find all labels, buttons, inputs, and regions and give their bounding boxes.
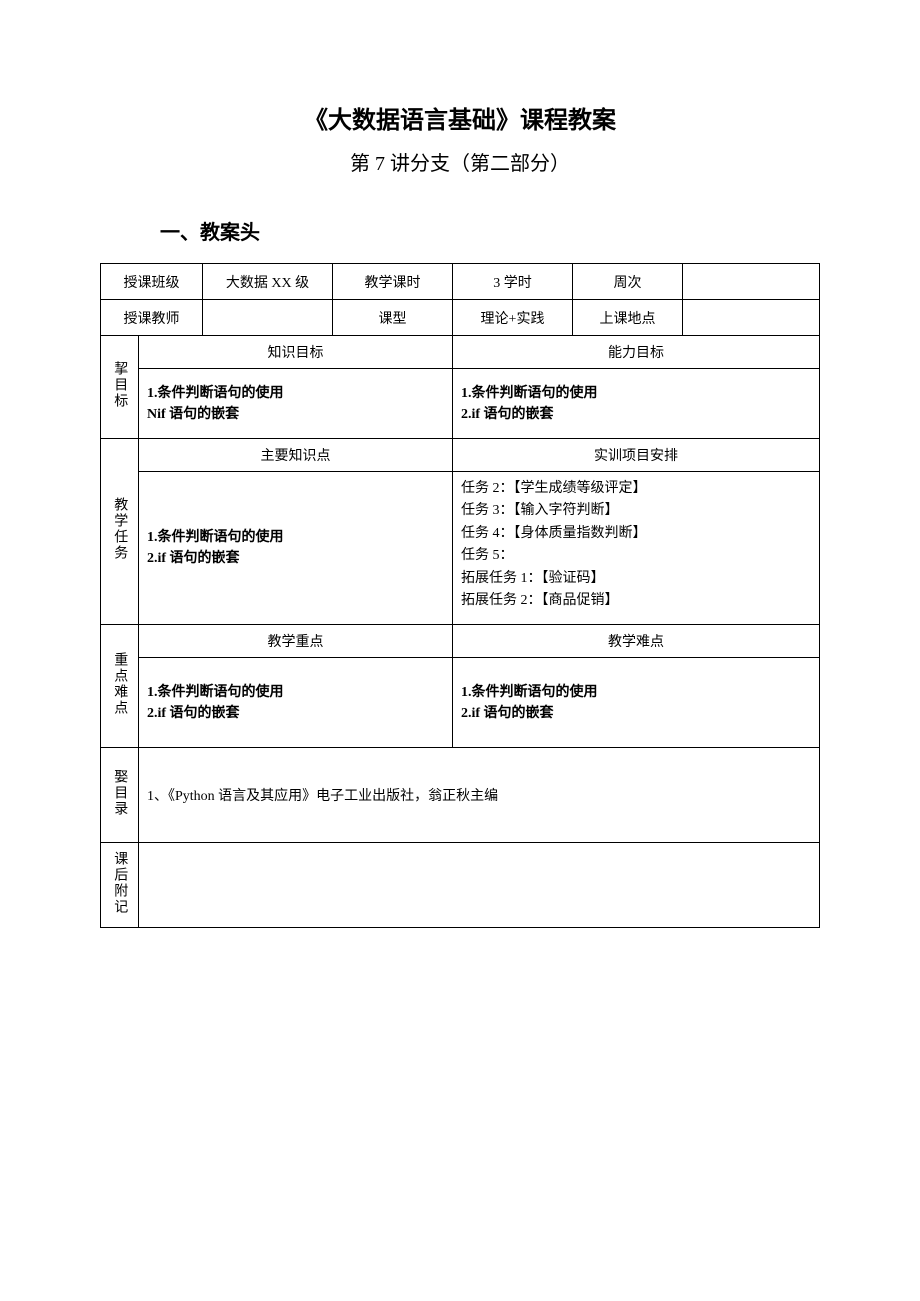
table-row: 重点难点 教学重点 教学难点 <box>101 625 820 658</box>
value-class: 大数据 XX 级 <box>203 264 333 300</box>
difficulty-content: 1.条件判断语句的使用 2.if 语句的嵌套 <box>453 658 820 748</box>
difficulty-line2: 2.if 语句的嵌套 <box>461 703 811 724</box>
knowledge-goal-content: 1.条件判断语句的使用 Nif 语句的嵌套 <box>139 369 453 439</box>
ability-goal-content: 1.条件判断语句的使用 2.if 语句的嵌套 <box>453 369 820 439</box>
notes-side-label: 课后附记 <box>101 843 139 928</box>
difficulty-line1: 1.条件判断语句的使用 <box>461 682 811 703</box>
task-item: 任务 4：【身体质量指数判断】 <box>461 523 811 545</box>
tasks-side-label: 教学任务 <box>101 439 139 625</box>
value-location <box>683 300 820 336</box>
table-row: 1.条件判断语句的使用 2.if 语句的嵌套 1.条件判断语句的使用 2.if … <box>101 658 820 748</box>
tasks-practice-content: 任务 2：【学生成绩等级评定】 任务 3：【输入字符判断】 任务 4：【身体质量… <box>453 472 820 625</box>
goals-side-label: 挈目标 <box>101 336 139 439</box>
task-item: 任务 5： <box>461 545 811 567</box>
table-row: 娶目录 1、《Python 语言及其应用》电子工业出版社，翁正秋主编 <box>101 748 820 843</box>
knowledge-goal-header: 知识目标 <box>139 336 453 369</box>
section-header: 一、教案头 <box>160 216 820 245</box>
table-row: 授课班级 大数据 XX 级 教学课时 3 学时 周次 <box>101 264 820 300</box>
label-teacher: 授课教师 <box>101 300 203 336</box>
table-row: 挈目标 知识目标 能力目标 <box>101 336 820 369</box>
value-type: 理论+实践 <box>453 300 573 336</box>
task-item: 任务 3：【输入字符判断】 <box>461 500 811 522</box>
refs-side-label: 娶目录 <box>101 748 139 843</box>
task-item: 拓展任务 1：【验证码】 <box>461 568 811 590</box>
tasks-knowledge-line1: 1.条件判断语句的使用 <box>147 527 444 548</box>
lesson-plan-table: 授课班级 大数据 XX 级 教学课时 3 学时 周次 授课教师 课型 理论+实践… <box>100 263 820 928</box>
tasks-knowledge-line2: 2.if 语句的嵌套 <box>147 548 444 569</box>
label-hours: 教学课时 <box>333 264 453 300</box>
ability-goal-line2: 2.if 语句的嵌套 <box>461 404 811 425</box>
ability-goal-line1: 1.条件判断语句的使用 <box>461 383 811 404</box>
tasks-practice-header: 实训项目安排 <box>453 439 820 472</box>
tasks-knowledge-header: 主要知识点 <box>139 439 453 472</box>
focus-content: 1.条件判断语句的使用 2.if 语句的嵌套 <box>139 658 453 748</box>
value-week <box>683 264 820 300</box>
focus-line2: 2.if 语句的嵌套 <box>147 703 444 724</box>
tasks-knowledge-content: 1.条件判断语句的使用 2.if 语句的嵌套 <box>139 472 453 625</box>
task-item: 拓展任务 2：【商品促销】 <box>461 590 811 612</box>
notes-content <box>139 843 820 928</box>
label-type: 课型 <box>333 300 453 336</box>
document-subtitle: 第 7 讲分支（第二部分） <box>100 147 820 176</box>
label-class: 授课班级 <box>101 264 203 300</box>
ability-goal-header: 能力目标 <box>453 336 820 369</box>
focus-line1: 1.条件判断语句的使用 <box>147 682 444 703</box>
value-teacher <box>203 300 333 336</box>
difficulty-header: 教学难点 <box>453 625 820 658</box>
value-hours: 3 学时 <box>453 264 573 300</box>
table-row: 课后附记 <box>101 843 820 928</box>
label-week: 周次 <box>573 264 683 300</box>
table-row: 1.条件判断语句的使用 2.if 语句的嵌套 任务 2：【学生成绩等级评定】 任… <box>101 472 820 625</box>
knowledge-goal-line2: Nif 语句的嵌套 <box>147 404 444 425</box>
document-title: 《大数据语言基础》课程教案 <box>100 100 820 135</box>
task-item: 任务 2：【学生成绩等级评定】 <box>461 478 811 500</box>
knowledge-goal-line1: 1.条件判断语句的使用 <box>147 383 444 404</box>
focus-header: 教学重点 <box>139 625 453 658</box>
table-row: 教学任务 主要知识点 实训项目安排 <box>101 439 820 472</box>
refs-content: 1、《Python 语言及其应用》电子工业出版社，翁正秋主编 <box>139 748 820 843</box>
keypoints-side-label: 重点难点 <box>101 625 139 748</box>
label-location: 上课地点 <box>573 300 683 336</box>
table-row: 授课教师 课型 理论+实践 上课地点 <box>101 300 820 336</box>
table-row: 1.条件判断语句的使用 Nif 语句的嵌套 1.条件判断语句的使用 2.if 语… <box>101 369 820 439</box>
